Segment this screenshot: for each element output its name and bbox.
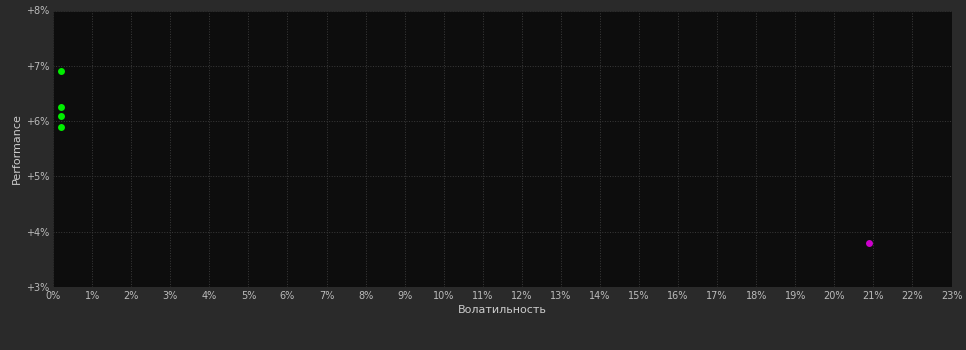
Point	[53, 69, 69, 74]
Point	[53, 105, 69, 110]
X-axis label: Волатильность: Волатильность	[458, 305, 547, 315]
Y-axis label: Performance: Performance	[12, 113, 21, 184]
Point	[53, 124, 69, 130]
Point	[862, 240, 877, 246]
Point	[53, 113, 69, 118]
